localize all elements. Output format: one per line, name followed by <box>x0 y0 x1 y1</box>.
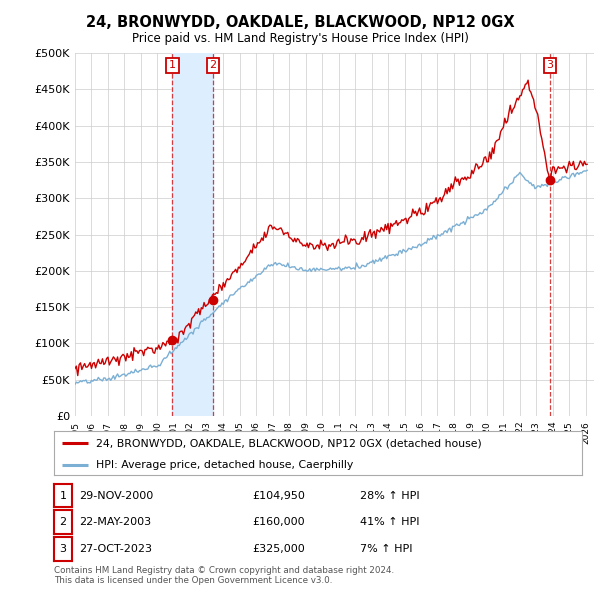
Text: 7% ↑ HPI: 7% ↑ HPI <box>360 544 413 553</box>
Text: 2: 2 <box>209 60 217 70</box>
Text: £104,950: £104,950 <box>252 491 305 500</box>
Text: Contains HM Land Registry data © Crown copyright and database right 2024.
This d: Contains HM Land Registry data © Crown c… <box>54 566 394 585</box>
Text: 3: 3 <box>59 544 67 553</box>
Text: 1: 1 <box>59 491 67 500</box>
Text: 22-MAY-2003: 22-MAY-2003 <box>79 517 151 527</box>
Bar <box>172 53 213 416</box>
Text: 27-OCT-2023: 27-OCT-2023 <box>79 544 152 553</box>
Text: 3: 3 <box>547 60 553 70</box>
Text: £160,000: £160,000 <box>252 517 305 527</box>
Text: Price paid vs. HM Land Registry's House Price Index (HPI): Price paid vs. HM Land Registry's House … <box>131 32 469 45</box>
Text: 2: 2 <box>59 517 67 527</box>
Text: 24, BRONWYDD, OAKDALE, BLACKWOOD, NP12 0GX (detached house): 24, BRONWYDD, OAKDALE, BLACKWOOD, NP12 0… <box>96 438 482 448</box>
Text: 29-NOV-2000: 29-NOV-2000 <box>79 491 154 500</box>
Text: HPI: Average price, detached house, Caerphilly: HPI: Average price, detached house, Caer… <box>96 460 353 470</box>
Text: 1: 1 <box>169 60 176 70</box>
Text: £325,000: £325,000 <box>252 544 305 553</box>
Text: 28% ↑ HPI: 28% ↑ HPI <box>360 491 419 500</box>
Text: 24, BRONWYDD, OAKDALE, BLACKWOOD, NP12 0GX: 24, BRONWYDD, OAKDALE, BLACKWOOD, NP12 0… <box>86 15 514 30</box>
Text: 41% ↑ HPI: 41% ↑ HPI <box>360 517 419 527</box>
